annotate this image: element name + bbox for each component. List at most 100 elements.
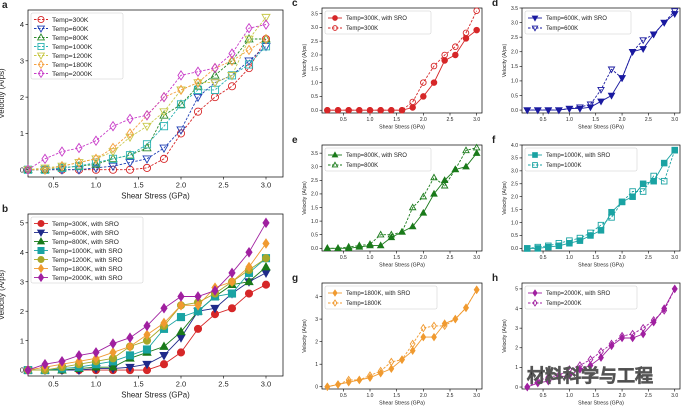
data-point	[334, 244, 342, 251]
data-point	[586, 101, 595, 109]
legend-label: Temp=600K, with SRO	[52, 230, 119, 237]
y-tick-label: 3.5	[511, 156, 518, 162]
data-point	[193, 107, 203, 116]
x-axis-label: Shear Stress (GPa)	[379, 401, 425, 406]
data-point	[108, 362, 118, 371]
legend-marker	[332, 15, 338, 21]
data-point	[142, 163, 152, 172]
series-line	[327, 147, 477, 249]
data-point	[661, 304, 668, 313]
legend-marker	[531, 25, 539, 32]
y-tick-label: 2	[315, 339, 318, 345]
data-point	[210, 70, 220, 79]
data-point	[228, 55, 236, 67]
data-point	[58, 146, 66, 157]
legend-label: Temp=1000K, with SRO	[52, 248, 123, 255]
data-point	[409, 98, 416, 106]
x-tick-label: 1.0	[367, 117, 374, 123]
legend-label: Temp=300K	[52, 17, 89, 24]
legend-marker	[331, 151, 339, 158]
data-point	[451, 165, 460, 173]
y-tick-label: 5	[515, 287, 518, 293]
data-point	[419, 208, 428, 216]
x-tick-label: 2.0	[619, 117, 626, 123]
series-line	[327, 29, 477, 111]
data-point	[244, 276, 254, 286]
y-axis-label: Velocity (A/ps)	[502, 181, 508, 215]
data-point	[142, 155, 152, 164]
y-tick-label: 1.0	[511, 220, 518, 226]
data-point	[160, 91, 168, 103]
data-point	[420, 332, 427, 342]
data-point	[193, 93, 203, 103]
y-axis-label: Velocity (A/ps)	[0, 68, 6, 119]
data-point	[194, 77, 202, 88]
data-point	[143, 329, 151, 341]
data-point	[420, 79, 427, 86]
data-point	[419, 192, 428, 200]
y-tick-label: 0.0	[511, 108, 518, 114]
y-tick-label: 1	[315, 362, 318, 368]
y-tick-label: 2.0	[311, 192, 318, 198]
data-point	[262, 33, 270, 45]
x-tick-label: 1.0	[566, 393, 573, 399]
panel-b: b 0.5 1.0 1.5 2.0 2.5 3.0 0 1 2 3 4 5 Shear Stress (G…	[0, 204, 284, 399]
data-point	[261, 254, 271, 263]
x-axis-label: Shear Stress (GPa)	[578, 125, 624, 131]
data-point	[376, 241, 385, 249]
x-tick-label: 0.5	[340, 393, 347, 399]
data-point	[441, 321, 448, 331]
data-point	[24, 364, 32, 376]
y-tick-label: 1.5	[311, 205, 318, 211]
legend-marker	[332, 25, 338, 31]
data-point	[431, 332, 437, 342]
data-point	[576, 234, 584, 242]
panel-h: h 0.5 1.0 1.5 2.0 2.5 3.0 0 1 2 3 4 5 Shear Stress (G…	[492, 273, 681, 406]
data-point	[109, 120, 117, 132]
x-axis-label: Shear Stress (GPa)	[379, 263, 425, 269]
x-tick-label: 1.0	[566, 255, 573, 261]
data-point	[398, 227, 406, 235]
legend-label: Temp=2000K, with SRO	[52, 275, 123, 282]
data-point	[262, 19, 270, 30]
data-point	[176, 126, 186, 135]
data-point	[125, 351, 135, 360]
panel-label-a: a	[2, 0, 8, 11]
axes-frame	[321, 144, 483, 252]
data-point	[576, 104, 584, 112]
axes-frame	[27, 213, 284, 377]
data-point	[640, 323, 647, 333]
data-point	[430, 79, 438, 86]
data-point	[388, 364, 395, 374]
data-point	[261, 33, 271, 43]
legend-label: Temp=2000K	[52, 71, 93, 78]
data-point	[420, 323, 427, 333]
data-point	[159, 352, 169, 361]
x-tick-label: 3.0	[671, 117, 678, 123]
legend: Temp=800K, with SRO Temp=800K	[324, 147, 432, 172]
axes-frame	[27, 9, 284, 178]
data-point	[176, 100, 186, 109]
y-axis-label: Velocity (A/ps)	[502, 319, 508, 353]
data-point	[566, 365, 573, 374]
x-tick-label: 1.5	[592, 255, 599, 261]
data-point	[335, 380, 341, 389]
y-axis-label: Velocity (A/ps)	[0, 270, 6, 321]
data-point	[176, 348, 186, 357]
data-point	[125, 159, 135, 168]
series-temp-1800k	[324, 285, 480, 392]
y-tick-label: 0	[20, 366, 24, 375]
series-temp-600k	[523, 8, 679, 115]
data-point	[176, 99, 186, 108]
data-point	[75, 142, 83, 154]
data-point	[619, 331, 625, 341]
legend-marker	[332, 299, 338, 307]
legend-marker	[332, 289, 338, 297]
x-tick-label: 1.5	[393, 117, 400, 123]
data-point	[324, 382, 331, 392]
y-tick-label: 3.5	[311, 11, 318, 17]
data-point	[356, 375, 363, 385]
data-point	[671, 284, 678, 294]
data-point	[367, 371, 373, 380]
legend-marker	[36, 229, 46, 237]
